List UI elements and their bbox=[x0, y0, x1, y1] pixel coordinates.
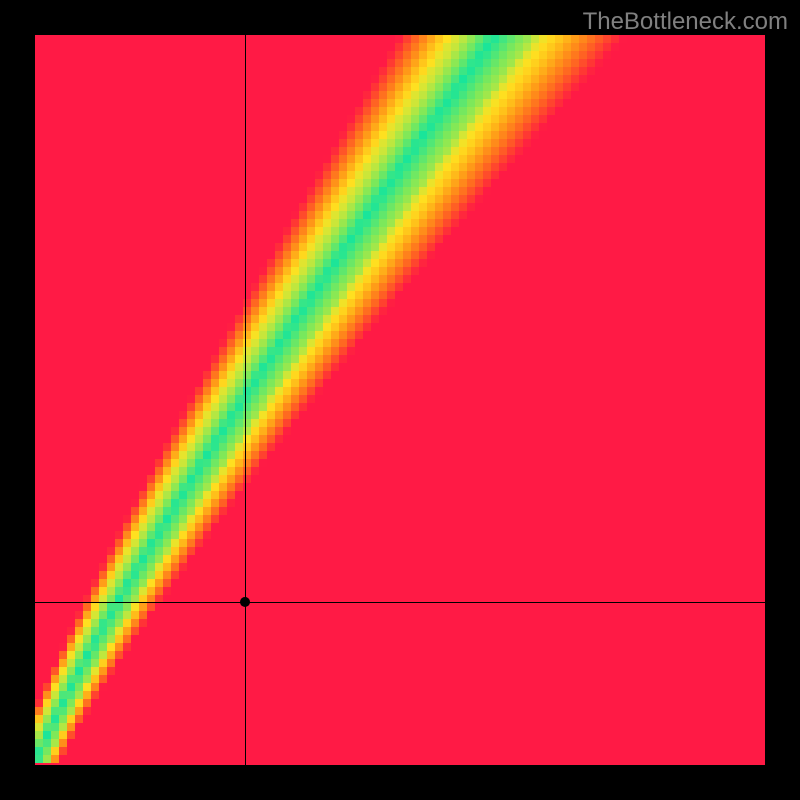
watermark-text: TheBottleneck.com bbox=[583, 8, 788, 36]
bottleneck-heatmap bbox=[35, 35, 765, 765]
